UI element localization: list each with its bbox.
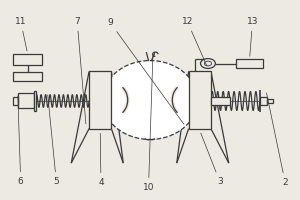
Circle shape [200, 59, 215, 68]
Text: 7: 7 [74, 17, 86, 124]
Bar [89, 71, 111, 129]
Bar [260, 97, 267, 105]
Circle shape [204, 61, 211, 66]
Text: 2: 2 [266, 93, 288, 187]
Text: 5: 5 [48, 95, 59, 186]
Text: 6: 6 [18, 96, 24, 186]
Bar [211, 97, 230, 105]
Text: 9: 9 [107, 18, 184, 124]
Bar [267, 99, 273, 103]
Ellipse shape [102, 61, 198, 139]
Bar [18, 93, 34, 108]
Text: 13: 13 [247, 17, 258, 56]
Text: 4: 4 [98, 133, 104, 187]
Bar [34, 91, 37, 111]
Bar [13, 54, 42, 64]
Bar [236, 59, 263, 68]
Bar [13, 72, 42, 81]
Text: 10: 10 [143, 55, 154, 192]
Text: 3: 3 [201, 133, 223, 186]
Bar [189, 71, 211, 129]
Text: 11: 11 [15, 17, 27, 51]
Text: 12: 12 [182, 17, 207, 66]
Bar [13, 97, 18, 105]
